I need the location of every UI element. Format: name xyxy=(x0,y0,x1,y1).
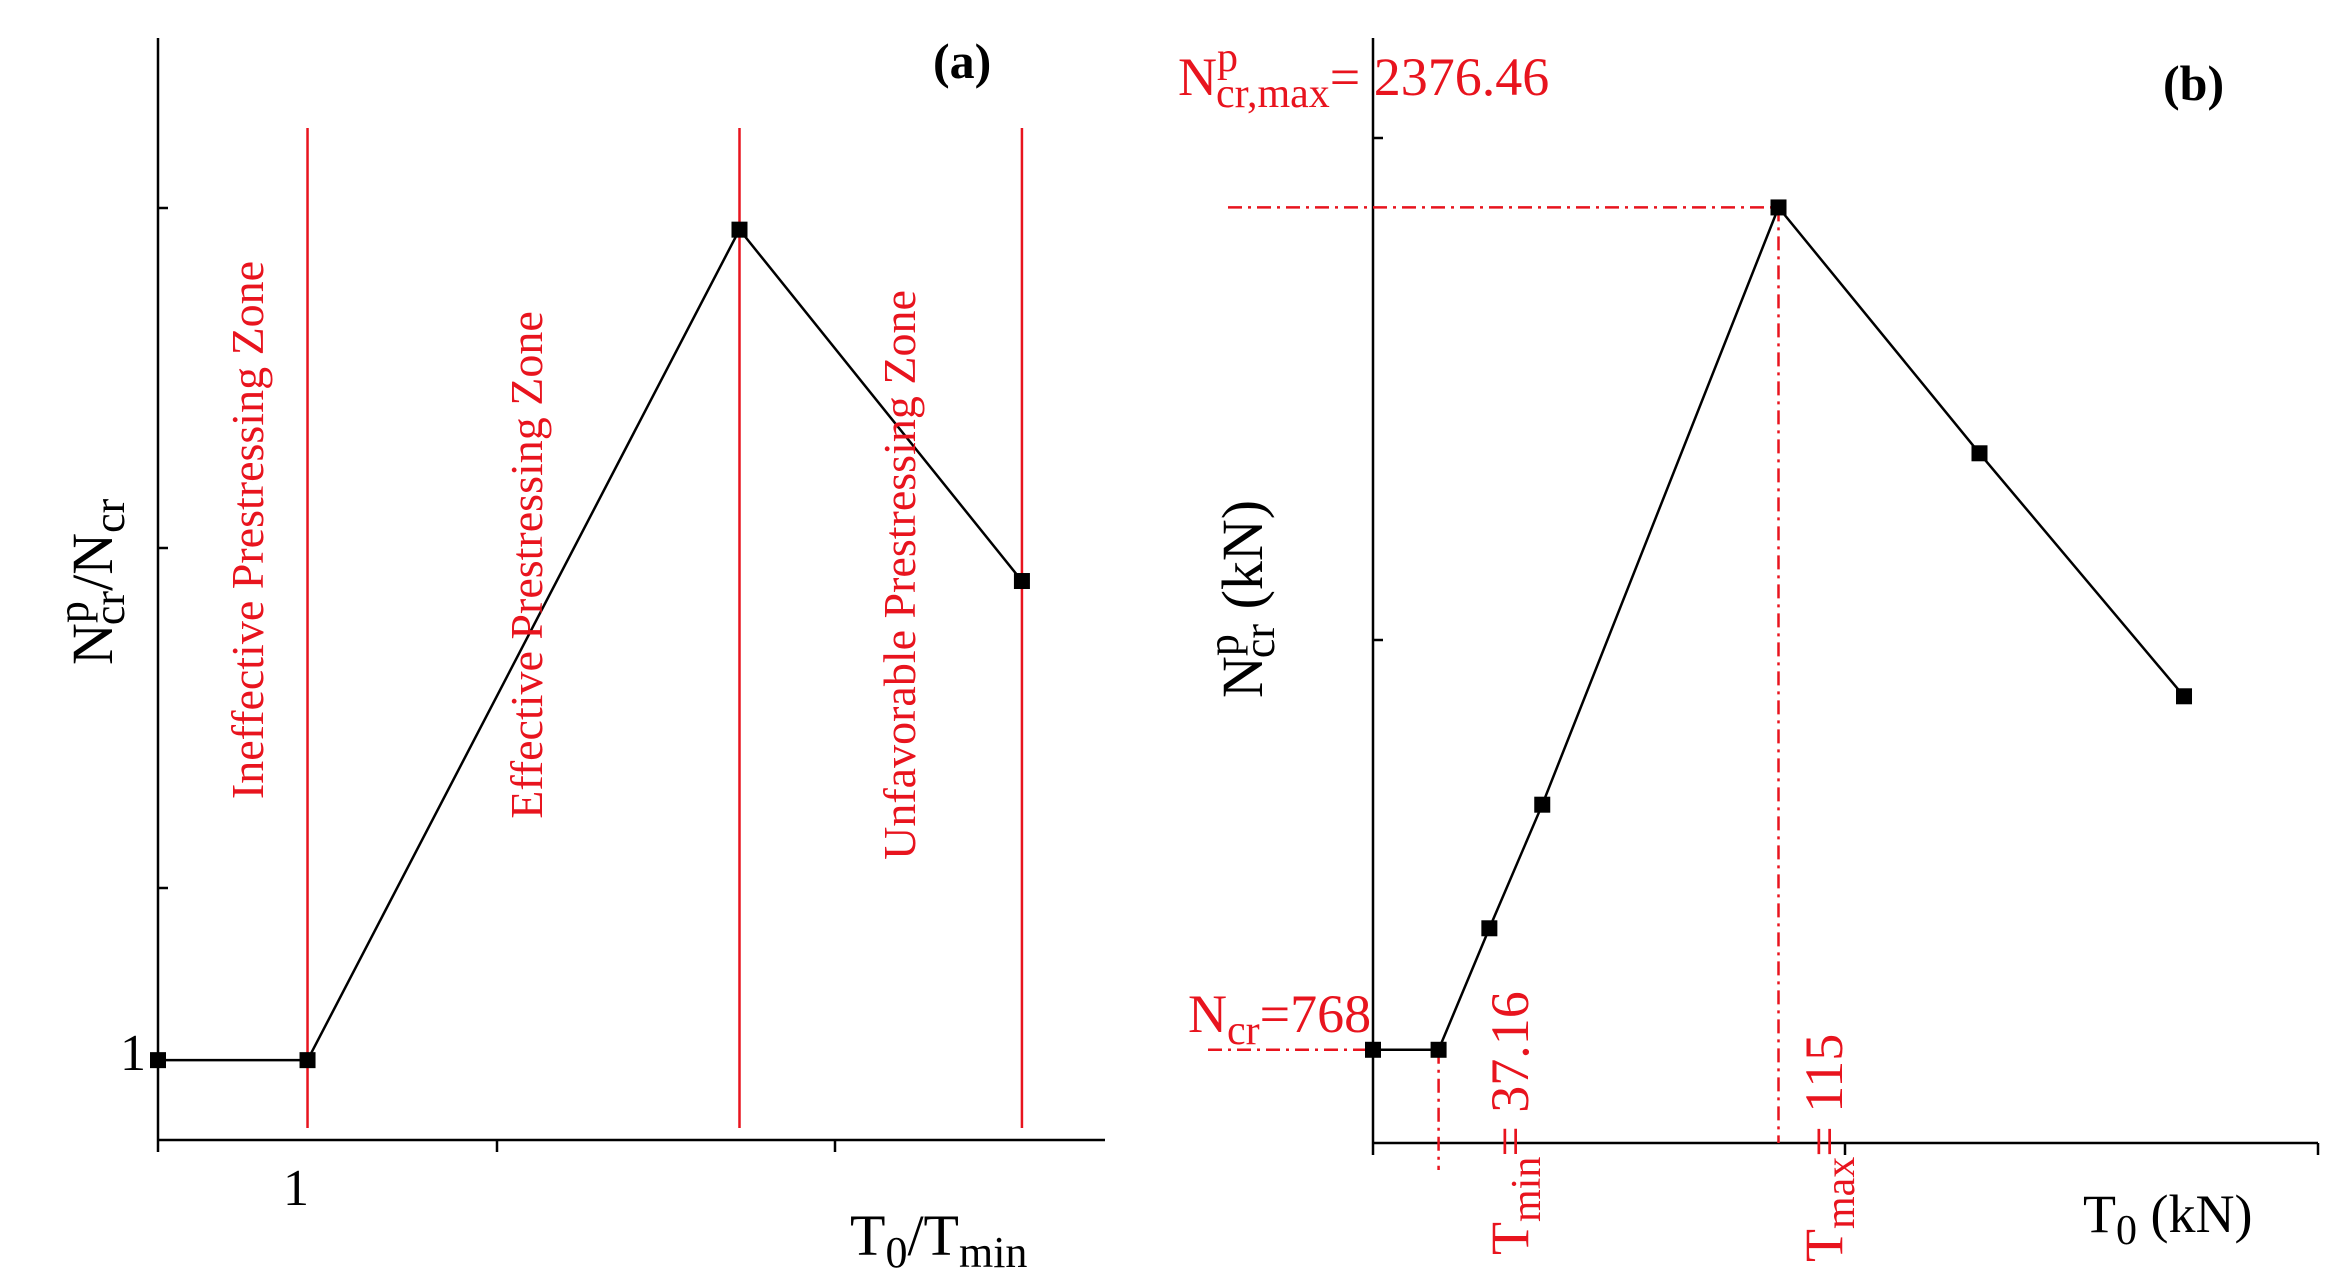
zone-label-unfavorable: Unfavorable Prestressing Zone xyxy=(874,290,925,860)
panel-a-label: (a) xyxy=(933,33,991,89)
panel-a-y-axis-label-rest-sub: cr xyxy=(85,498,134,533)
tmax-annotation-rest: = 115 xyxy=(1794,1034,1854,1157)
panel-a-x-axis-label-main: T xyxy=(850,1203,885,1268)
ncr-annotation: Ncr=768 xyxy=(1188,984,1371,1054)
panel-a-data-point xyxy=(150,1052,166,1069)
panel-a-series-line xyxy=(158,227,1023,1062)
tmin-annotation: Tmin= 37.16 xyxy=(1480,991,1550,1255)
ncr-max-annotation-main: N xyxy=(1178,47,1217,107)
panel-a-x-axis-label-rest-sub: min xyxy=(959,1228,1027,1277)
panel-b-x-axis-label: T0 (kN) xyxy=(2083,1184,2252,1254)
panel-b-data-point xyxy=(1365,1041,1381,1058)
panel-a-data-point xyxy=(299,1052,316,1069)
ncr-max-annotation-sup: p xyxy=(1217,35,1238,81)
panel-b-x-axis-label-rest: (kN) xyxy=(2137,1184,2252,1244)
panel-a-y-axis-label: Npcr/Ncr xyxy=(49,498,134,665)
tmin-annotation-main: T xyxy=(1480,1222,1540,1255)
panel-a-x-axis-label: T0/Tmin xyxy=(850,1203,1027,1277)
panel-b-guide-lines xyxy=(1208,206,1780,1170)
ncr-max-annotation-rest: = 2376.46 xyxy=(1330,47,1549,107)
panel-b-x-axis-label-main: T xyxy=(2083,1184,2116,1244)
panel-b-y-axis-label-main: N xyxy=(1210,656,1275,698)
panel-b-series xyxy=(1365,199,2193,1058)
panel-b-data-point xyxy=(1770,199,1787,216)
panel-a-data-point xyxy=(1013,573,1030,590)
panel-a-axes xyxy=(156,38,1105,1152)
panel-a-data-point xyxy=(731,221,748,238)
panel-b-y-axis-label-sub: cr xyxy=(1235,624,1284,659)
panel-b-label: (b) xyxy=(2163,55,2224,111)
zone-label-effective: Effective Prestressing Zone xyxy=(501,311,552,819)
tmax-annotation-sub: max xyxy=(1818,1157,1864,1229)
ncr-max-annotation: Np cr,max= 2376.46 xyxy=(1178,35,1549,117)
panel-a-zone-lines xyxy=(306,128,1024,1128)
panel-a-y-axis-label-sup: p xyxy=(49,601,98,623)
panel-a-y-axis-label-sub: cr xyxy=(85,591,134,626)
panel-a: (a) 1 1 T0/Tmin Npcr/Ncr Ineffective Pre… xyxy=(49,33,1105,1277)
tmax-annotation-main: T xyxy=(1794,1229,1854,1262)
panel-a-x-tick-label: 1 xyxy=(283,1160,309,1217)
ncr-max-annotation-sub: cr,max xyxy=(1216,71,1330,117)
ncr-annotation-sub: cr xyxy=(1227,1008,1260,1054)
panel-b-y-axis-label-rest: (kN) xyxy=(1210,500,1275,624)
ncr-annotation-rest: =768 xyxy=(1260,984,1371,1044)
tmin-annotation-rest: = 37.16 xyxy=(1480,991,1540,1156)
panel-b-data-point xyxy=(1971,445,1988,462)
panel-b-y-axis-label-sup: p xyxy=(1199,634,1248,656)
panel-b-axes xyxy=(1371,38,2320,1155)
panel-a-series xyxy=(150,221,1030,1069)
panel-b-data-point xyxy=(1534,796,1551,813)
panel-b-data-point xyxy=(1430,1041,1447,1058)
ncr-annotation-main: N xyxy=(1188,984,1227,1044)
panel-b-data-point xyxy=(1481,920,1498,937)
panel-b-x-axis-label-sub: 0 xyxy=(2116,1208,2137,1254)
panel-a-y-axis-label-main: N xyxy=(60,623,125,665)
tmin-annotation-sub: min xyxy=(1504,1157,1550,1222)
panel-b-data-point xyxy=(2176,688,2193,705)
panel-b: (b) Np cr,max= 2376.46 Ncr=768 Tmin= 37.1… xyxy=(1178,35,2320,1262)
panel-a-x-axis-label-rest: /T xyxy=(907,1203,959,1268)
panel-a-x-axis-label-sub: 0 xyxy=(885,1228,907,1277)
panel-b-y-axis-label: Npcr (kN) xyxy=(1199,500,1284,698)
panel-a-y-tick-label: 1 xyxy=(120,1025,146,1082)
panel-a-y-axis-label-rest: /N xyxy=(60,533,125,591)
zone-label-ineffective: Ineffective Prestressing Zone xyxy=(222,261,273,799)
tmax-annotation: Tmax= 115 xyxy=(1794,1034,1864,1262)
